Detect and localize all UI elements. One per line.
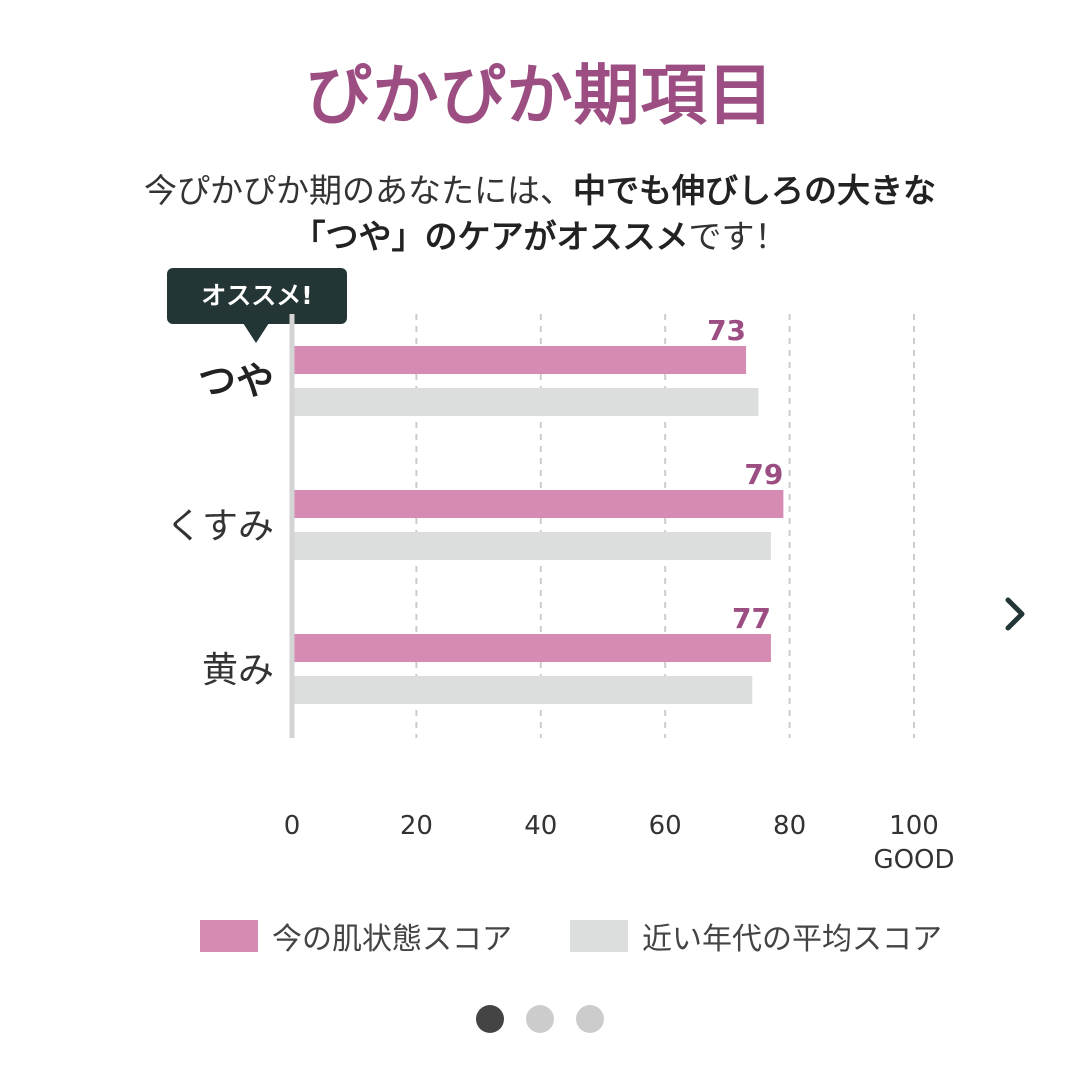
score-bar-chart: 73 つや 79 くすみ 77 黄み 0 20 40 60 80 100 GOOD bbox=[166, 314, 955, 875]
page-title: ぴかぴか期項目 bbox=[305, 57, 775, 134]
bar-current bbox=[292, 490, 784, 518]
bar-average bbox=[292, 388, 759, 416]
pagination-dots bbox=[0, 1005, 1080, 1035]
subtitle-line-1-normal: 今ぴかぴか期のあなたには、 bbox=[144, 171, 573, 210]
x-tick-label: 100 bbox=[889, 811, 939, 841]
subtitle-line-2-normal: です！ bbox=[688, 217, 788, 256]
pagination-dot[interactable] bbox=[526, 1005, 554, 1033]
category-label: 黄み bbox=[202, 650, 274, 691]
x-tick-label: 80 bbox=[773, 811, 806, 841]
x-tick-label: 60 bbox=[649, 811, 682, 841]
bar-current bbox=[292, 634, 771, 662]
legend-label-average: 近い年代の平均スコア bbox=[642, 922, 942, 957]
x-tick-label: 20 bbox=[400, 811, 433, 841]
subtitle-line-2: 「つや」のケアがオススメです！ bbox=[0, 214, 1080, 260]
legend-swatch-average bbox=[570, 920, 628, 952]
data-label: 73 bbox=[707, 314, 746, 347]
recommend-badge: オススメ! bbox=[167, 268, 347, 324]
pagination-dot[interactable] bbox=[576, 1005, 604, 1033]
category-label: くすみ bbox=[166, 506, 274, 547]
bar-average bbox=[292, 676, 753, 704]
x-tick-good-label: GOOD bbox=[873, 845, 954, 875]
legend-item-current: 今の肌状態スコア bbox=[200, 914, 512, 958]
data-label: 77 bbox=[732, 602, 771, 635]
pagination-dot[interactable] bbox=[476, 1005, 504, 1033]
chevron-right-icon bbox=[1005, 597, 1025, 631]
legend-label-current: 今の肌状態スコア bbox=[272, 922, 512, 957]
category-label: つや bbox=[198, 359, 274, 403]
chart-legend: 今の肌状態スコア 近い年代の平均スコア bbox=[0, 914, 1080, 958]
data-label: 79 bbox=[744, 458, 783, 491]
bar-current bbox=[292, 346, 747, 374]
recommend-badge-pointer bbox=[243, 323, 269, 343]
x-tick-label: 0 bbox=[284, 811, 301, 841]
legend-item-average: 近い年代の平均スコア bbox=[570, 914, 942, 958]
x-tick-label: 40 bbox=[524, 811, 557, 841]
subtitle-line-2-bold: 「つや」のケアがオススメ bbox=[292, 217, 689, 256]
legend-swatch-current bbox=[200, 920, 258, 952]
bar-average bbox=[292, 532, 771, 560]
subtitle: 今ぴかぴか期のあなたには、中でも伸びしろの大きな 「つや」のケアがオススメです！ bbox=[0, 168, 1080, 260]
next-slide-button[interactable] bbox=[996, 592, 1040, 636]
subtitle-line-1-bold: 中でも伸びしろの大きな bbox=[573, 171, 936, 210]
subtitle-line-1: 今ぴかぴか期のあなたには、中でも伸びしろの大きな bbox=[0, 168, 1080, 214]
